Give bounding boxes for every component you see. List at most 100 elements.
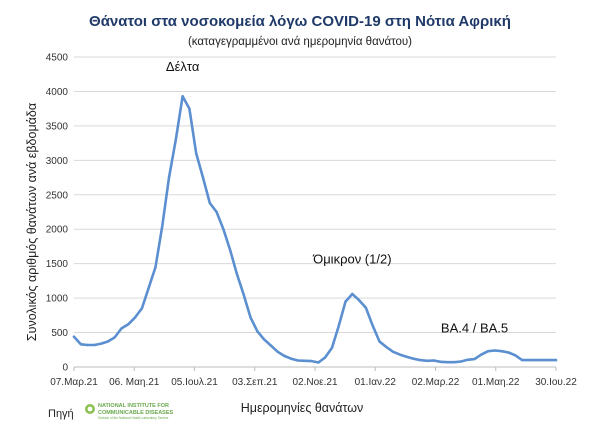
data-point [256, 330, 259, 333]
data-point [283, 354, 286, 358]
data-point [215, 210, 218, 214]
data-point [385, 345, 388, 349]
data-point [371, 324, 374, 327]
data-point [235, 272, 239, 276]
data-point [541, 358, 544, 362]
y-tick-label: 2000 [46, 225, 69, 236]
data-point [466, 358, 469, 361]
data-point [201, 176, 205, 179]
x-tick-label: 01.Μαη.22 [472, 377, 520, 388]
data-point [364, 306, 368, 309]
data-point [534, 358, 537, 362]
data-point [86, 343, 89, 347]
source-label: Πηγή [48, 408, 74, 420]
data-point [357, 299, 361, 302]
series-path [72, 95, 558, 364]
chart-title: Θάνατοι στα νοσοκομεία λόγω COVID-19 στη… [89, 13, 511, 30]
data-point [93, 343, 96, 347]
data-point [446, 361, 449, 364]
data-point [507, 351, 510, 354]
data-point [222, 228, 225, 231]
source-area: Πηγή NATIONAL INSTITUTE FOR COMMUNICABLE… [48, 403, 174, 420]
x-tick-label: 30.Ιου.22 [535, 377, 577, 388]
data-point [290, 357, 293, 360]
data-point [174, 138, 177, 141]
data-point [72, 335, 76, 338]
data-point [412, 357, 415, 360]
nicd-logo: NATIONAL INSTITUTE FOR COMMUNICABLE DISE… [85, 403, 174, 420]
data-point [276, 350, 279, 353]
x-axis-label: Ημερομηνίες θανάτων [241, 401, 364, 415]
data-point [147, 286, 150, 289]
x-tick-label: 06. Μαη.21 [109, 377, 160, 388]
data-point [337, 324, 340, 327]
data-point [249, 316, 252, 319]
annotation-label: BA.4 / BA.5 [441, 321, 508, 336]
data-point [113, 336, 116, 339]
y-tick-label: 4500 [46, 53, 69, 64]
data-point [514, 354, 517, 357]
data-point [154, 265, 157, 269]
logo-text-line1: NATIONAL INSTITUTE FOR [98, 403, 169, 409]
data-point [161, 224, 164, 227]
data-point [486, 350, 490, 353]
data-point [269, 344, 273, 347]
data-point [493, 349, 497, 352]
data-point [480, 353, 483, 356]
y-tick-label: 500 [51, 328, 68, 339]
data-point [548, 358, 551, 362]
data-point [310, 359, 313, 363]
x-tick-label: 07.Μαρ.21 [50, 377, 98, 388]
data-point [181, 95, 184, 98]
logo-text-line3: Division of the National Health Laborato… [98, 416, 169, 420]
data-point [351, 292, 354, 296]
data-point [324, 356, 327, 359]
x-tick-label: 05.Ιουλ.21 [171, 377, 218, 388]
y-tick-label: 3000 [46, 156, 69, 167]
data-point [100, 342, 103, 345]
data-point [391, 350, 395, 353]
data-point [127, 323, 130, 326]
data-point [378, 340, 381, 343]
data-point [520, 358, 524, 362]
data-point [242, 293, 245, 296]
data-point [398, 353, 402, 356]
data-point [500, 350, 503, 353]
data-point [167, 176, 171, 179]
y-tick-label: 4000 [46, 87, 69, 98]
data-point [133, 316, 137, 319]
data-point [228, 248, 232, 252]
data-point [473, 357, 476, 361]
x-axis-ticks: 07.Μαρ.21 06. Μαη.21 05.Ιουλ.21 03.Σεπ.21 02… [50, 367, 577, 388]
data-point [188, 107, 191, 110]
data-point [453, 361, 456, 364]
data-point [459, 360, 463, 363]
x-tick-label: 03.Σεπ.21 [232, 377, 278, 388]
data-point [262, 338, 266, 341]
annotation-label: Όμικρον (1/2) [312, 252, 391, 267]
y-tick-label: 2500 [46, 190, 69, 201]
logo-text-line2: COMMUNICABLE DISEASES [98, 410, 174, 416]
data-point [106, 340, 110, 343]
data-point [120, 327, 123, 330]
data-point [296, 359, 300, 362]
x-tick-label: 02.Μαρ.22 [412, 377, 460, 388]
y-axis-ticks: 0 500 1000 1500 2000 2500 3000 3500 4000 4500 [46, 53, 69, 374]
data-point [303, 359, 306, 362]
series-line [72, 95, 558, 364]
grid [74, 56, 556, 368]
data-point [425, 359, 429, 362]
y-tick-label: 1500 [46, 259, 69, 270]
y-tick-label: 0 [62, 363, 68, 374]
annotations: Δέλτα Όμικρον (1/2) BA.4 / BA.5 [166, 59, 508, 336]
x-tick-label: 02.Νοε.21 [292, 377, 337, 388]
data-point [439, 360, 442, 363]
logo-mark-inner [87, 406, 93, 412]
data-point [419, 358, 422, 362]
chart-subtitle: (καταγεγραμμένοι ανά ημερομηνία θανάτου) [188, 36, 412, 48]
data-point [554, 358, 558, 362]
data-point [79, 343, 83, 346]
x-tick-label: 01.Ιαν.22 [355, 377, 397, 388]
y-tick-label: 3500 [46, 121, 69, 132]
data-point [527, 358, 530, 362]
